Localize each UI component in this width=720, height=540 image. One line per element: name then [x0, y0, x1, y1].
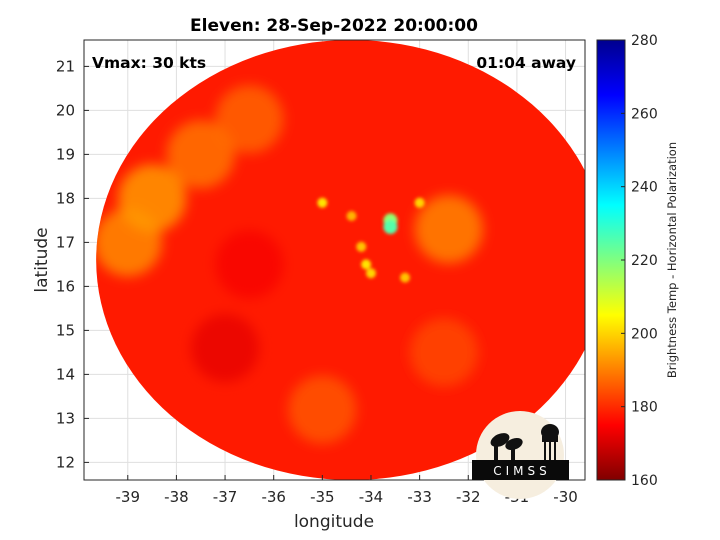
y-axis: 12 13 14 15 16 17 18 19 20 21 — [56, 57, 89, 471]
x-tick-label: -33 — [407, 488, 432, 506]
heatmap-region — [96, 208, 162, 277]
chart-title: Eleven: 28-Sep-2022 20:00:00 — [190, 16, 478, 36]
colorbar-tick-label: 260 — [631, 106, 658, 122]
cimss-logo: CIMSS — [472, 411, 569, 499]
satellite-dish-icon — [490, 433, 523, 460]
heatmap-cell — [383, 220, 398, 234]
heatmap-cell — [317, 197, 328, 208]
colorbar: 160 180 200 220 240 260 280 Brightness Temp - … — [596, 33, 679, 489]
y-tick-label: 16 — [56, 277, 75, 295]
vmax-annotation: Vmax: 30 kts — [92, 54, 206, 72]
y-tick-label: 18 — [56, 189, 75, 207]
colorbar-tick-label: 280 — [631, 33, 658, 49]
x-tick-label: -35 — [310, 488, 335, 506]
y-tick-label: 19 — [56, 145, 75, 163]
heatmap-region — [409, 318, 478, 387]
colorbar-ticks: 160 180 200 220 240 260 280 — [621, 33, 658, 489]
x-tick-label: -34 — [359, 488, 384, 506]
heatmap-region — [191, 314, 260, 382]
x-tick-label: -32 — [456, 488, 481, 506]
heatmap-cell — [361, 259, 372, 270]
logo-band — [472, 460, 569, 480]
heatmap-cell — [346, 211, 357, 221]
axes-box — [83, 39, 586, 481]
y-tick-label: 13 — [56, 409, 75, 427]
colorbar-tick-label: 200 — [631, 326, 658, 342]
heatmap-cell — [414, 197, 425, 208]
heatmap-region — [414, 195, 483, 264]
heatmap-cell — [400, 272, 411, 283]
heatmap-region — [166, 120, 235, 189]
time-offset-annotation: 01:04 away — [476, 54, 576, 72]
colorbar-tick-label: 160 — [631, 473, 658, 489]
y-axis-label: latitude — [32, 227, 52, 292]
swath-detail — [96, 85, 483, 444]
x-tick-label: -38 — [164, 488, 189, 506]
x-tick-label: -39 — [116, 488, 141, 506]
y-tick-label: 20 — [56, 101, 75, 119]
y-tick-label: 15 — [56, 321, 75, 339]
heatmap-region — [215, 85, 284, 154]
y-tick-label: 12 — [56, 453, 75, 471]
x-tick-label: -30 — [553, 488, 578, 506]
water-tower-icon — [541, 424, 559, 462]
x-axis-label: longitude — [294, 512, 374, 532]
colorbar-tick-label: 220 — [631, 253, 658, 269]
x-tick-label: -37 — [213, 488, 238, 506]
colorbar-gradient — [596, 39, 626, 481]
y-tick-label: 14 — [56, 365, 75, 383]
colorbar-tick-label: 180 — [631, 400, 658, 416]
plot-area: -39-38-37-36-35-34-33-32-31-30 121314151… — [32, 39, 586, 532]
heatmap-cell — [356, 241, 367, 252]
heatmap-blobs — [96, 85, 483, 444]
convective-cells — [317, 197, 425, 283]
colorbar-label: Brightness Temp - Horizontal Polarizatio… — [665, 142, 679, 378]
heatmap-cell — [365, 268, 376, 279]
logo-text: CIMSS — [493, 464, 551, 478]
y-tick-label: 21 — [56, 57, 75, 75]
x-tick-label: -36 — [261, 488, 286, 506]
y-tick-label: 17 — [56, 233, 75, 251]
colorbar-tick-label: 240 — [631, 180, 658, 196]
heatmap-region — [288, 375, 357, 444]
heatmap-region — [215, 230, 284, 299]
